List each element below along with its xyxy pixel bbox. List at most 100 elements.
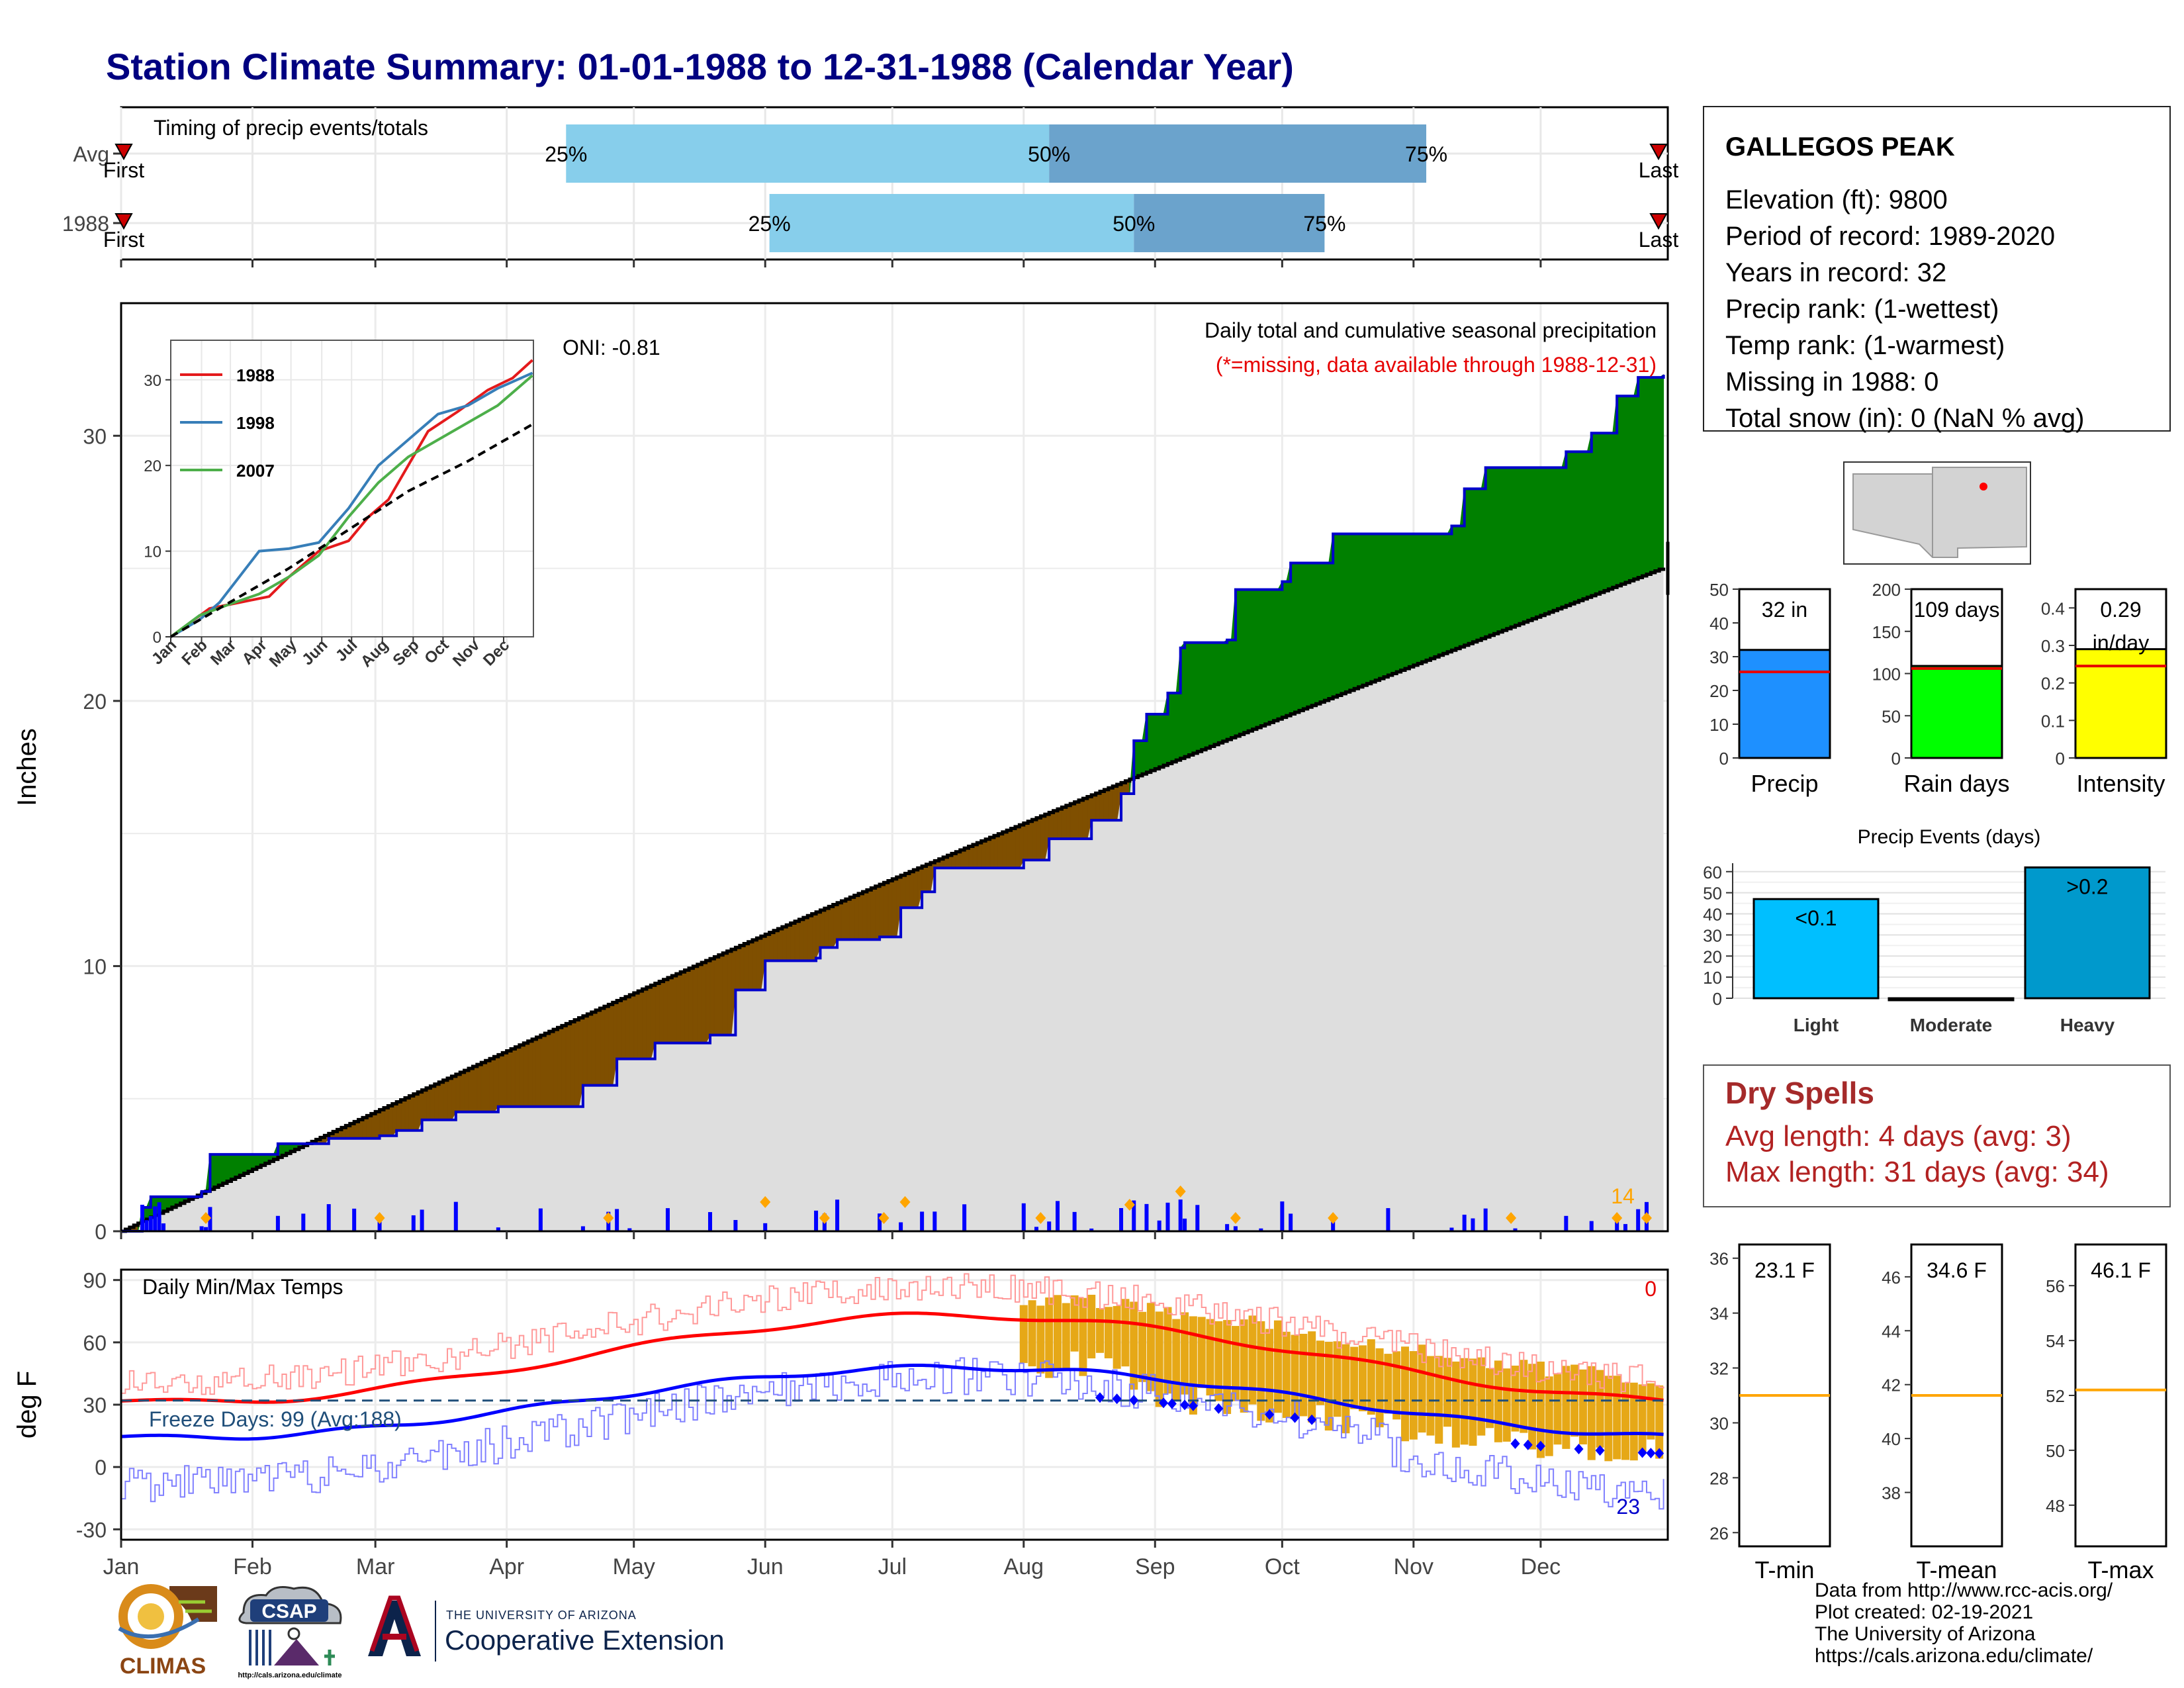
temp-anomaly-bar xyxy=(1384,1354,1392,1414)
precip-anomaly-segment xyxy=(870,886,876,940)
daily-precip-bar xyxy=(1471,1218,1475,1231)
precip-anomaly-segment xyxy=(1066,803,1071,839)
precip-anomaly-segment xyxy=(1345,533,1351,693)
temp-anomaly-bar xyxy=(1604,1376,1613,1462)
precip-anomaly-segment xyxy=(718,952,723,1036)
daily-precip-bar xyxy=(615,1209,619,1231)
precip-anomaly-segment xyxy=(1578,451,1584,602)
first-label: First xyxy=(103,228,144,252)
precip-anomaly-segment xyxy=(646,984,651,1060)
precip-anomaly-segment xyxy=(1112,784,1118,821)
temp-anomaly-bar xyxy=(1511,1366,1520,1432)
temp-anomaly-bar xyxy=(1401,1346,1410,1442)
mini-bar-ytick-label: 0.3 xyxy=(2041,636,2065,656)
mini-bar-ytick-label: 30 xyxy=(1709,647,1729,667)
precip-anomaly-segment xyxy=(866,887,872,940)
precip-anomaly-segment xyxy=(1396,533,1402,673)
precip-anomaly-segment xyxy=(883,880,889,937)
temp-anomaly-bar xyxy=(1197,1317,1206,1388)
daily-precip-bar xyxy=(1449,1227,1454,1231)
daily-precip-bar xyxy=(538,1208,543,1231)
mini-bar-ytick-label: 10 xyxy=(1709,715,1729,735)
temp-anomaly-bar xyxy=(1451,1361,1460,1448)
precip-anomaly-segment xyxy=(1349,533,1355,691)
precip-anomaly-segment xyxy=(489,1056,494,1113)
precip-anomaly-segment xyxy=(1286,563,1291,716)
precip-anomaly-segment xyxy=(1642,377,1647,577)
precip-anomaly-segment xyxy=(565,1021,571,1107)
daily-precip-bar xyxy=(1259,1228,1263,1231)
temp-anomaly-bar xyxy=(1392,1351,1401,1420)
precip-anomaly-segment xyxy=(663,977,668,1044)
precip-anomaly-segment xyxy=(735,945,741,990)
temp-anomaly-bar xyxy=(1545,1376,1553,1456)
temp-box-name: T-min xyxy=(1755,1556,1815,1583)
temp-xtick-label: Sep xyxy=(1135,1554,1175,1579)
precip-anomaly-segment xyxy=(1248,589,1253,731)
temp-xtick-label: Oct xyxy=(1265,1554,1300,1579)
extreme-precip-marker xyxy=(1328,1211,1339,1224)
timing-bar-q25-q50 xyxy=(769,194,1134,252)
precip-anomaly-segment xyxy=(1353,533,1359,690)
precip-anomaly-segment xyxy=(510,1046,516,1107)
precip-anomaly-segment xyxy=(1201,642,1206,751)
precip-anomaly-segment xyxy=(1337,533,1342,696)
dry-spells-avg: Avg length: 4 days (avg: 3) xyxy=(1725,1120,2071,1152)
precip-anomaly-segment xyxy=(701,960,707,1044)
precip-anomaly-segment xyxy=(459,1070,465,1113)
extreme-precip-marker xyxy=(603,1211,614,1224)
inset-line-2007 xyxy=(169,374,533,638)
precip-anomaly-segment xyxy=(1557,467,1563,610)
precip-anomaly-segment xyxy=(1295,563,1300,713)
temp-box-2: 48 50 52 54 56 46.1 F T-max xyxy=(2046,1243,2167,1583)
precip-anomaly-segment xyxy=(1277,581,1283,720)
daily-precip-bar xyxy=(453,1201,458,1231)
precip-ylabel: Inches xyxy=(13,728,42,806)
extreme-precip-marker xyxy=(1124,1198,1135,1211)
precip-anomaly-segment xyxy=(807,913,813,961)
cold-extreme-marker xyxy=(1574,1444,1584,1455)
temp-anomaly-bar xyxy=(1647,1383,1655,1440)
first-marker xyxy=(114,144,133,161)
extreme-precip-marker xyxy=(1230,1211,1241,1224)
precip-anomaly-segment xyxy=(595,1008,601,1086)
mini-bar-value-label: 0.29 xyxy=(2100,598,2141,622)
daily-precip-bar xyxy=(1165,1202,1170,1231)
precip-anomaly-segment xyxy=(1655,377,1660,572)
events-ytick-label: 0 xyxy=(1713,989,1722,1009)
cold-extreme-marker xyxy=(1180,1399,1190,1411)
daily-precip-bar xyxy=(1589,1221,1594,1231)
temp-box-ytick-label: 46 xyxy=(1882,1268,1901,1288)
station-temp-rank: Temp rank: (1-warmest) xyxy=(1725,331,2005,360)
daily-precip-bar xyxy=(496,1227,500,1231)
inset-legend-label: 1988 xyxy=(236,365,275,385)
mini-bar-ytick-label: 0 xyxy=(1719,749,1729,769)
daily-precip-bar xyxy=(326,1204,331,1231)
precip-ytick-label: 20 xyxy=(83,690,107,714)
temp-anomaly-bar xyxy=(1562,1366,1570,1449)
precip-anomaly-segment xyxy=(858,891,863,940)
precip-anomaly-segment xyxy=(633,990,639,1060)
missing-note: (*=missing, data available through 1988-… xyxy=(1216,353,1657,377)
precip-anomaly-segment xyxy=(570,1019,575,1107)
precip-anomaly-segment xyxy=(748,939,753,990)
temp-panel-label: Daily Min/Max Temps xyxy=(142,1275,343,1299)
temp-box-ytick-label: 50 xyxy=(2046,1441,2065,1461)
precip-anomaly-segment xyxy=(697,962,702,1044)
precip-anomaly-segment xyxy=(1595,432,1601,595)
cold-extreme-marker xyxy=(1112,1393,1122,1405)
precip-anomaly-segment xyxy=(671,973,677,1044)
extreme-precip-marker xyxy=(878,1211,889,1224)
oni-label: ONI: -0.81 xyxy=(563,336,660,359)
precip-anomaly-segment xyxy=(1553,467,1559,611)
precip-anomaly-segment xyxy=(1493,467,1499,634)
daily-precip-bar xyxy=(148,1216,153,1231)
precip-anomaly-segment xyxy=(1438,533,1444,656)
precip-anomaly-segment xyxy=(692,964,698,1044)
events-ytick-label: 50 xyxy=(1703,884,1722,904)
temp-box-name: T-mean xyxy=(1916,1556,1997,1583)
page-title: Station Climate Summary: 01-01-1988 to 1… xyxy=(106,46,1294,87)
mini-bar-ytick-label: 20 xyxy=(1709,681,1729,701)
precip-events-title: Precip Events (days) xyxy=(1858,826,2041,848)
precip-anomaly-segment xyxy=(557,1025,563,1107)
